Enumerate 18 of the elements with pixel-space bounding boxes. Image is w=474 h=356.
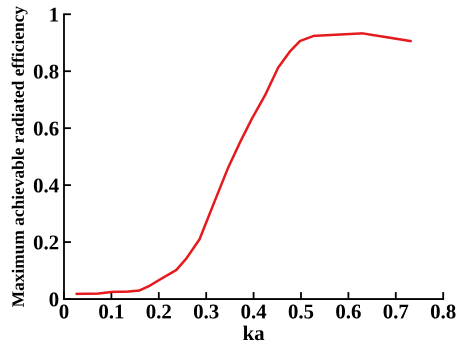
x-tick-label: 0.4: [241, 304, 266, 319]
y-tick-label: 0: [50, 292, 58, 306]
x-tick-label: 0.1: [99, 304, 124, 319]
x-tick-label: 0.3: [194, 304, 218, 319]
x-tick-label: 0.8: [430, 304, 456, 319]
x-tick-label: 0.7: [384, 304, 408, 319]
y-tick-label: 0.4: [34, 178, 59, 193]
x-tick-label: 0.6: [336, 304, 361, 319]
y-tick-label: 0.6: [34, 122, 59, 136]
x-tick-label: 0.2: [146, 304, 171, 319]
x-tick-label: 0.5: [288, 304, 314, 319]
x-tick-label: 0: [60, 304, 68, 319]
y-tick-label: 1: [50, 8, 58, 22]
line-series: [76, 32, 412, 296]
y-tick-label: 0.2: [34, 235, 58, 250]
y-axis-title: Maximum achievable radiated efficiency: [12, 6, 28, 308]
y-tick-label: 0.8: [34, 64, 58, 79]
x-axis-title: ka: [243, 326, 264, 340]
